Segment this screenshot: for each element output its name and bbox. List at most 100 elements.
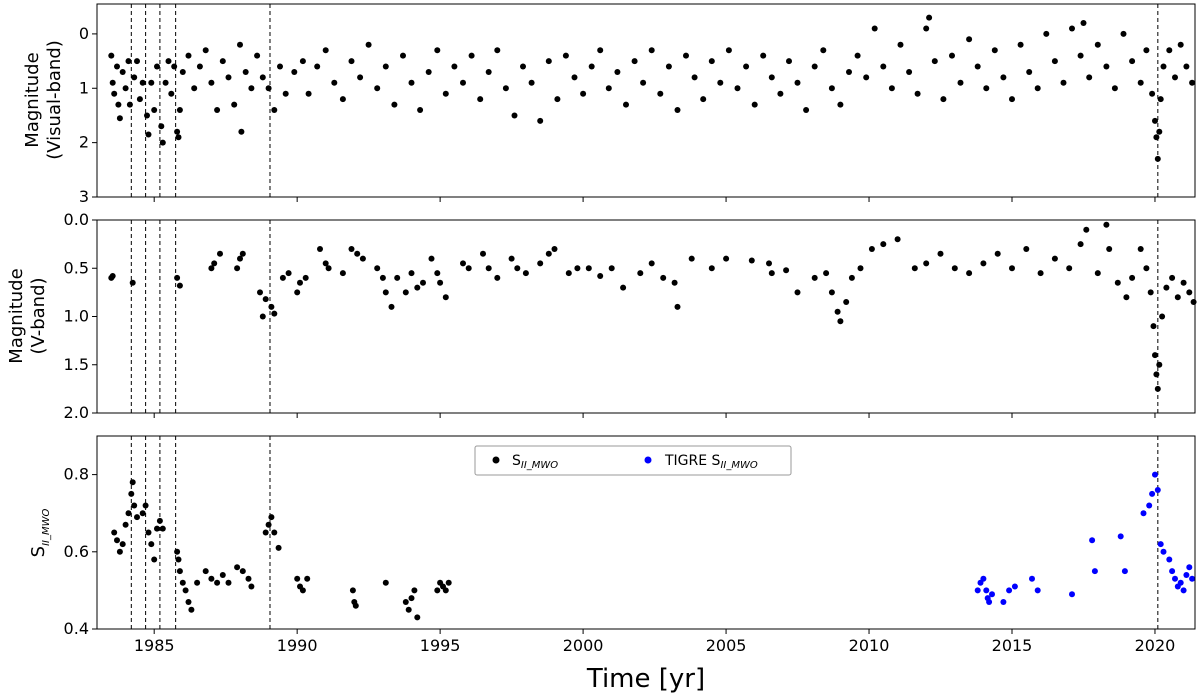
data-point: [1189, 79, 1196, 86]
data-point: [165, 58, 172, 65]
data-point: [291, 69, 298, 75]
data-point: [158, 123, 165, 130]
legend-entry-main: TIGRE S: [664, 453, 721, 469]
data-point: [275, 544, 282, 551]
data-point: [980, 575, 987, 582]
data-point: [1156, 128, 1163, 135]
y-tick-label: 0.4: [64, 619, 89, 638]
data-point: [1121, 568, 1128, 575]
data-point: [111, 529, 118, 536]
data-points: [108, 221, 1197, 392]
axis-ticks: 0.4 0.6 0.8 1985 1990 1995 2000 2005 2010 2015 202…: [64, 465, 1176, 655]
data-point: [751, 101, 758, 108]
data-point: [434, 587, 441, 594]
data-point: [743, 63, 750, 70]
data-point: [786, 58, 792, 65]
data-point: [951, 265, 958, 272]
data-point: [196, 63, 203, 70]
data-point: [176, 107, 183, 113]
data-point: [725, 47, 732, 54]
data-point: [425, 69, 432, 75]
data-point: [234, 564, 241, 571]
data-point: [674, 303, 681, 310]
data-point: [382, 579, 389, 586]
data-point: [231, 101, 238, 108]
data-point: [565, 270, 572, 277]
data-point: [1023, 246, 1030, 252]
data-point: [217, 250, 223, 257]
data-point: [1154, 385, 1161, 392]
data-point: [1152, 352, 1158, 359]
data-point: [174, 128, 181, 135]
data-point: [394, 274, 401, 281]
data-point: [299, 58, 306, 65]
data-point: [974, 587, 981, 594]
event-lines: [130, 220, 1159, 413]
data-point: [414, 614, 421, 621]
data-point: [608, 265, 615, 272]
data-point: [214, 107, 221, 113]
data-point: [122, 85, 129, 92]
y-axis-label-line1: Magnitude: [6, 268, 27, 363]
data-point: [485, 69, 492, 75]
data-point: [623, 101, 629, 108]
data-point: [445, 579, 452, 586]
data-point: [562, 52, 569, 59]
data-point: [1077, 241, 1084, 248]
data-point: [211, 260, 218, 267]
data-point: [238, 128, 245, 135]
x-tick-label: 1985: [134, 636, 175, 655]
data-point: [937, 250, 944, 257]
x-tick-label: 2015: [992, 636, 1033, 655]
legend-entry-s-index: SII_MWO: [512, 453, 558, 471]
y-tick-label: 0.6: [64, 542, 89, 561]
data-point: [109, 273, 116, 279]
data-point: [420, 279, 426, 286]
y-axis-label-main: S: [28, 546, 49, 557]
data-point: [259, 74, 266, 81]
data-point: [1149, 490, 1156, 497]
data-point: [1080, 20, 1087, 26]
data-point: [1066, 265, 1073, 272]
data-point: [863, 74, 870, 81]
data-point: [400, 52, 406, 59]
data-point: [257, 289, 263, 296]
data-point: [174, 274, 181, 281]
data-point: [571, 74, 578, 81]
data-point: [894, 236, 901, 243]
data-point: [248, 85, 255, 92]
data-point: [305, 90, 312, 97]
data-point: [159, 139, 166, 146]
data-point: [1137, 246, 1144, 252]
data-point: [1143, 47, 1150, 54]
data-point: [225, 579, 232, 586]
data-point: [597, 47, 604, 54]
data-point: [202, 568, 209, 575]
data-point: [168, 90, 175, 97]
data-point: [1034, 587, 1041, 594]
data-point: [1029, 575, 1035, 582]
data-point: [225, 74, 232, 81]
data-point: [1009, 96, 1015, 103]
x-tick-label: 2005: [706, 636, 747, 655]
data-point: [348, 58, 355, 65]
data-point: [502, 85, 509, 92]
data-point: [748, 257, 755, 264]
data-point: [1083, 226, 1090, 233]
data-point: [1174, 294, 1181, 301]
data-point: [949, 52, 955, 59]
data-point: [723, 255, 730, 262]
data-point: [1150, 323, 1157, 330]
data-point: [794, 289, 801, 296]
axis-ticks: 0.0 0.5 1.0 1.5 2.0: [64, 210, 1156, 422]
data-point: [537, 117, 544, 124]
data-point: [1137, 79, 1144, 86]
data-point: [242, 69, 249, 75]
data-point: [1177, 41, 1184, 48]
data-point: [683, 52, 689, 59]
data-point: [1103, 63, 1110, 70]
legend-marker-black: [492, 456, 500, 464]
y-tick-label: 1: [79, 78, 89, 97]
data-point: [1169, 568, 1176, 575]
